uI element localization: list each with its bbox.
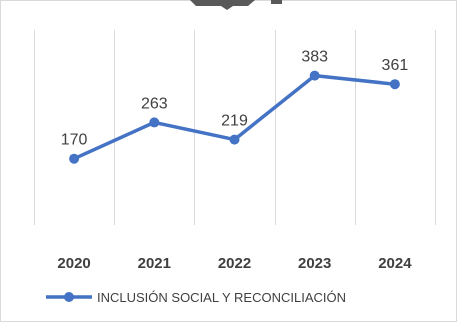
x-tick-label: 2022 <box>218 255 251 272</box>
x-tick-label: 2023 <box>298 255 331 272</box>
x-axis-ticks: 2020 2021 2022 2023 2024 <box>57 255 412 272</box>
data-point <box>149 117 160 128</box>
series-layer <box>69 70 400 164</box>
data-point <box>229 134 240 145</box>
legend: INCLUSIÓN SOCIAL Y RECONCILIACIÓN <box>46 290 346 305</box>
data-label: 263 <box>141 95 168 112</box>
data-point <box>389 79 400 90</box>
legend-series-marker <box>64 292 74 302</box>
data-label: 361 <box>382 57 409 74</box>
data-label: 219 <box>221 113 248 130</box>
x-tick-label: 2020 <box>57 255 90 272</box>
x-tick-label: 2021 <box>138 255 171 272</box>
data-labels: 170 263 219 383 361 <box>61 49 409 149</box>
cropped-title-fragment-right <box>271 0 282 4</box>
x-tick-label: 2024 <box>378 255 412 272</box>
cropped-title-fragment <box>190 0 255 10</box>
data-label: 170 <box>61 132 88 149</box>
gridlines <box>34 30 436 225</box>
data-point <box>309 70 320 81</box>
data-label: 383 <box>301 49 328 66</box>
legend-series-label: INCLUSIÓN SOCIAL Y RECONCILIACIÓN <box>97 290 346 305</box>
data-point <box>69 153 80 164</box>
